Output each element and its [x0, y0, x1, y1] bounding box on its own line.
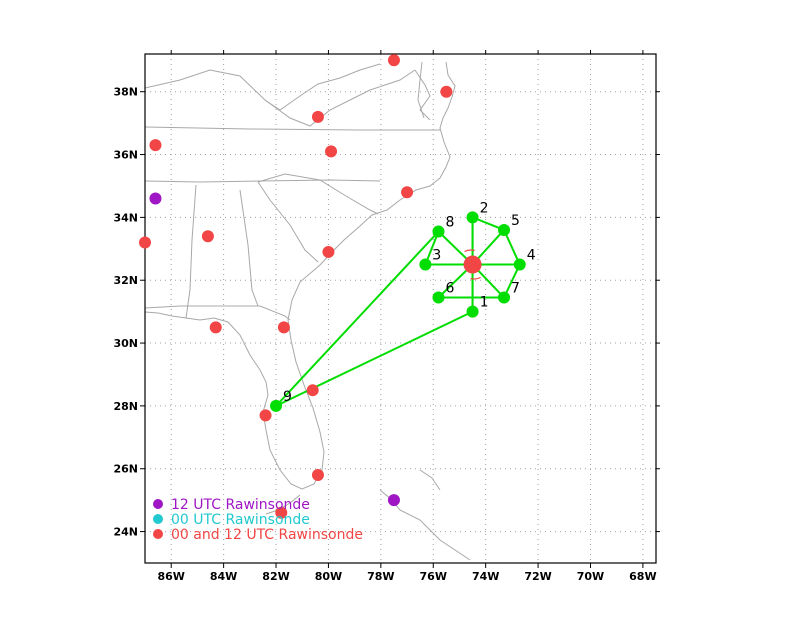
drop-point-label: 9	[283, 389, 292, 405]
state-border-ga-fl	[145, 305, 291, 321]
drop-point-label: 4	[527, 248, 536, 264]
atlantic-coastline	[145, 61, 456, 490]
state-border-sc	[257, 173, 379, 215]
storm-center-marker	[463, 255, 482, 274]
drop-point-label: 8	[445, 215, 454, 231]
drop-point-marker	[498, 223, 511, 236]
drop-point-label: 1	[480, 295, 489, 311]
rawinsonde-12-marker	[149, 192, 162, 205]
legend-label: 00 and 12 UTC Rawinsonde	[171, 527, 363, 543]
y-tick-label: 38N	[113, 86, 138, 99]
rawinsonde-00-12-marker	[277, 321, 290, 334]
rawinsonde-sites	[139, 54, 453, 519]
y-tick-label: 32N	[113, 274, 138, 287]
bahamas-outline	[379, 469, 471, 561]
x-tick-label: 82W	[262, 570, 289, 583]
drop-point-label: 7	[511, 281, 520, 297]
rawinsonde-00-12-marker	[139, 236, 151, 249]
state-border-ga-al	[239, 189, 259, 307]
rawinsonde-00-12-marker	[259, 409, 272, 422]
x-tick-label: 84W	[210, 570, 237, 583]
map-axes: 86W 84W 82W 80W 78W 76W 74W 72W 70W 68W 24N 26N 28N 3…	[113, 50, 660, 583]
drop-point-label: 5	[511, 213, 520, 229]
x-tick-label: 68W	[629, 570, 656, 583]
drop-point-label: 6	[445, 281, 454, 297]
y-tick-label: 28N	[113, 400, 138, 413]
rawinsonde-00-12-marker	[401, 186, 414, 199]
y-tick-label: 26N	[113, 463, 138, 476]
x-tick-label: 86W	[157, 570, 184, 583]
drop-point-marker	[419, 258, 432, 271]
rawinsonde-00-12-marker	[387, 54, 400, 67]
legend-label: 00 UTC Rawinsonde	[171, 512, 310, 528]
storm-center-arc	[464, 249, 475, 253]
rawinsonde-00-12-marker	[275, 506, 288, 519]
rawinsonde-00-12-marker	[209, 321, 222, 334]
y-tick-label: 36N	[113, 149, 138, 162]
legend-marker	[153, 499, 163, 509]
state-border-north	[145, 126, 440, 131]
drop-point-label: 2	[480, 200, 489, 216]
legend-marker	[153, 514, 163, 524]
map-grid	[145, 54, 656, 563]
y-tick-label: 34N	[113, 211, 138, 224]
rawinsonde-00-12-marker	[311, 110, 324, 123]
chesapeake-outline	[417, 61, 425, 119]
y-tick-label: 30N	[113, 337, 138, 350]
state-border-ga-sc	[257, 181, 319, 263]
drop-point-marker	[466, 211, 479, 224]
drop-point-marker	[432, 291, 445, 304]
rawinsonde-12-marker	[387, 494, 400, 507]
drop-point-marker	[432, 225, 445, 238]
rawinsonde-00-12-marker	[325, 145, 338, 158]
state-border-ms-al	[185, 184, 197, 319]
drop-point-marker	[270, 399, 283, 412]
drop-point-label: 3	[432, 248, 441, 264]
legend-marker	[153, 529, 163, 539]
x-tick-label: 80W	[315, 570, 342, 583]
rawinsonde-00-12-marker	[306, 384, 319, 397]
rawinsonde-00-12-marker	[440, 85, 453, 98]
flight-track	[275, 215, 522, 407]
drop-point-marker	[513, 258, 526, 271]
x-tick-label: 70W	[577, 570, 604, 583]
x-tick-label: 76W	[420, 570, 447, 583]
state-border-ky-wv	[145, 63, 381, 111]
rawinsonde-00-12-marker	[322, 245, 335, 258]
x-tick-label: 72W	[524, 570, 551, 583]
flight-path-line	[275, 215, 522, 407]
drop-point-marker	[498, 291, 511, 304]
state-border-va-wv	[264, 69, 416, 127]
y-tick-label: 24N	[113, 526, 138, 539]
x-tick-label: 78W	[367, 570, 394, 583]
rawinsonde-00-12-marker	[311, 469, 324, 482]
plot-frame	[144, 53, 657, 564]
drop-points: 1 2 3 4 5 6 7 8 9	[270, 200, 536, 412]
keys-outline	[265, 494, 301, 515]
storm-center-arc	[470, 276, 481, 280]
connector-line	[503, 264, 521, 298]
drop-point-marker	[466, 305, 479, 318]
rawinsonde-00-12-marker	[201, 230, 214, 243]
x-tick-label: 74W	[472, 570, 499, 583]
legend-label: 12 UTC Rawinsonde	[171, 497, 310, 513]
map-outlines	[145, 61, 471, 561]
rawinsonde-00-12-marker	[149, 139, 162, 152]
state-border-md-de	[414, 69, 431, 121]
